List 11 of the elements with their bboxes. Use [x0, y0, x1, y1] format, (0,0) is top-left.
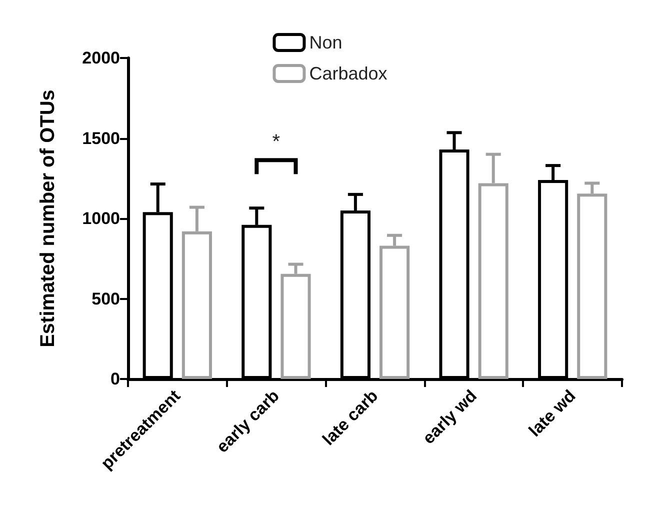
annotation: * [272, 131, 280, 154]
y-tick-label: 2000 [82, 48, 120, 68]
y-tick-label: 0 [110, 370, 120, 388]
y-axis-title: Estimated number of OTUs [37, 90, 59, 348]
x-tick-label: late wd [525, 386, 580, 440]
y-tick-label: 1000 [82, 209, 120, 228]
legend-label: Non [309, 32, 342, 52]
legend-label: Carbadox [309, 64, 388, 84]
y-tick-label: 1500 [82, 128, 120, 148]
y-tick-label: 500 [92, 289, 120, 308]
x-tick-label: late carb [318, 386, 382, 450]
